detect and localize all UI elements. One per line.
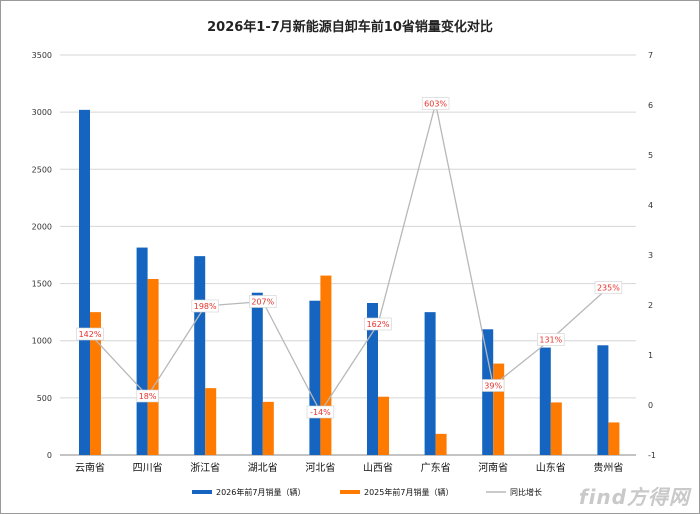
x-category-label: 广东省: [421, 461, 451, 474]
bar: [147, 279, 159, 455]
legend-swatch: [340, 490, 360, 494]
bar: [597, 345, 609, 455]
bar: [262, 401, 274, 455]
data-label: 131%: [539, 336, 562, 345]
y-left-tick-label: 2500: [32, 165, 52, 174]
data-label: 142%: [79, 330, 102, 339]
bar: [493, 363, 505, 455]
bar: [539, 347, 551, 455]
data-label: 39%: [484, 382, 502, 391]
data-label-box: [191, 299, 219, 313]
data-label-box: [594, 281, 623, 294]
bar: [309, 300, 321, 455]
data-label-box: [364, 317, 392, 331]
bar: [482, 329, 494, 455]
x-category-label: 山东省: [536, 461, 566, 474]
data-label-box: [249, 295, 277, 308]
bar: [608, 422, 620, 455]
x-category-label: 河北省: [305, 461, 335, 474]
bar: [378, 396, 389, 455]
growth-line: [89, 103, 609, 414]
bar: [205, 388, 217, 455]
data-label: 162%: [367, 320, 390, 329]
data-label-box: [306, 405, 335, 419]
legend-label: 2025年前7月销量（辆）: [364, 487, 453, 497]
y-left-tick-label: 500: [37, 394, 52, 403]
x-category-label: 山西省: [363, 461, 393, 474]
bar: [90, 312, 101, 455]
watermark-logo: find方得网: [578, 485, 690, 509]
y-right-tick-label: 7: [648, 51, 653, 60]
x-category-label: 湖北省: [248, 461, 278, 474]
legend-swatch: [192, 490, 212, 494]
y-right-tick-label: 3: [648, 251, 653, 260]
bar: [550, 402, 562, 455]
bar: [367, 303, 378, 455]
y-right-tick-label: 1: [648, 351, 653, 360]
y-right-tick-label: 6: [648, 101, 653, 110]
data-label: 198%: [194, 302, 217, 311]
data-label-box: [537, 333, 565, 346]
bar: [251, 292, 263, 455]
legend-label: 2026年前7月销量（辆）: [216, 487, 305, 497]
data-label: 603%: [424, 100, 447, 109]
y-right-tick-label: 0: [648, 401, 653, 410]
x-category-label: 云南省: [75, 461, 105, 474]
y-right-tick-label: 4: [648, 201, 653, 210]
y-right-tick-label: -1: [648, 451, 656, 460]
x-category-label: 贵州省: [593, 461, 623, 474]
data-label: 207%: [251, 298, 274, 307]
data-label-box: [482, 379, 505, 392]
x-category-label: 四川省: [133, 461, 163, 474]
y-left-tick-label: 2000: [32, 222, 52, 231]
chart-title: 2026年1-7月新能源自卸车前10省销量变化对比: [207, 20, 493, 35]
data-label: 18%: [139, 392, 157, 401]
y-left-tick-label: 3500: [32, 51, 52, 60]
y-left-tick-label: 1000: [32, 337, 52, 346]
data-label-box: [421, 97, 450, 110]
data-label-box: [136, 389, 159, 403]
bar: [136, 247, 148, 455]
x-category-label: 浙江省: [190, 461, 220, 474]
y-left-tick-label: 0: [47, 451, 52, 460]
data-label: -14%: [310, 408, 331, 417]
y-left-tick-label: 1500: [32, 280, 52, 289]
y-left-tick-label: 3000: [32, 108, 52, 117]
bar: [194, 256, 206, 455]
data-label: 235%: [597, 284, 620, 293]
x-category-label: 河南省: [478, 461, 508, 474]
bar: [435, 433, 447, 455]
y-right-tick-label: 2: [648, 301, 653, 310]
y-right-tick-label: 5: [648, 151, 653, 160]
bar: [79, 109, 90, 455]
bar: [320, 275, 332, 455]
bar: [424, 312, 436, 455]
data-label-box: [76, 327, 104, 341]
legend-label: 同比增长: [510, 487, 542, 497]
